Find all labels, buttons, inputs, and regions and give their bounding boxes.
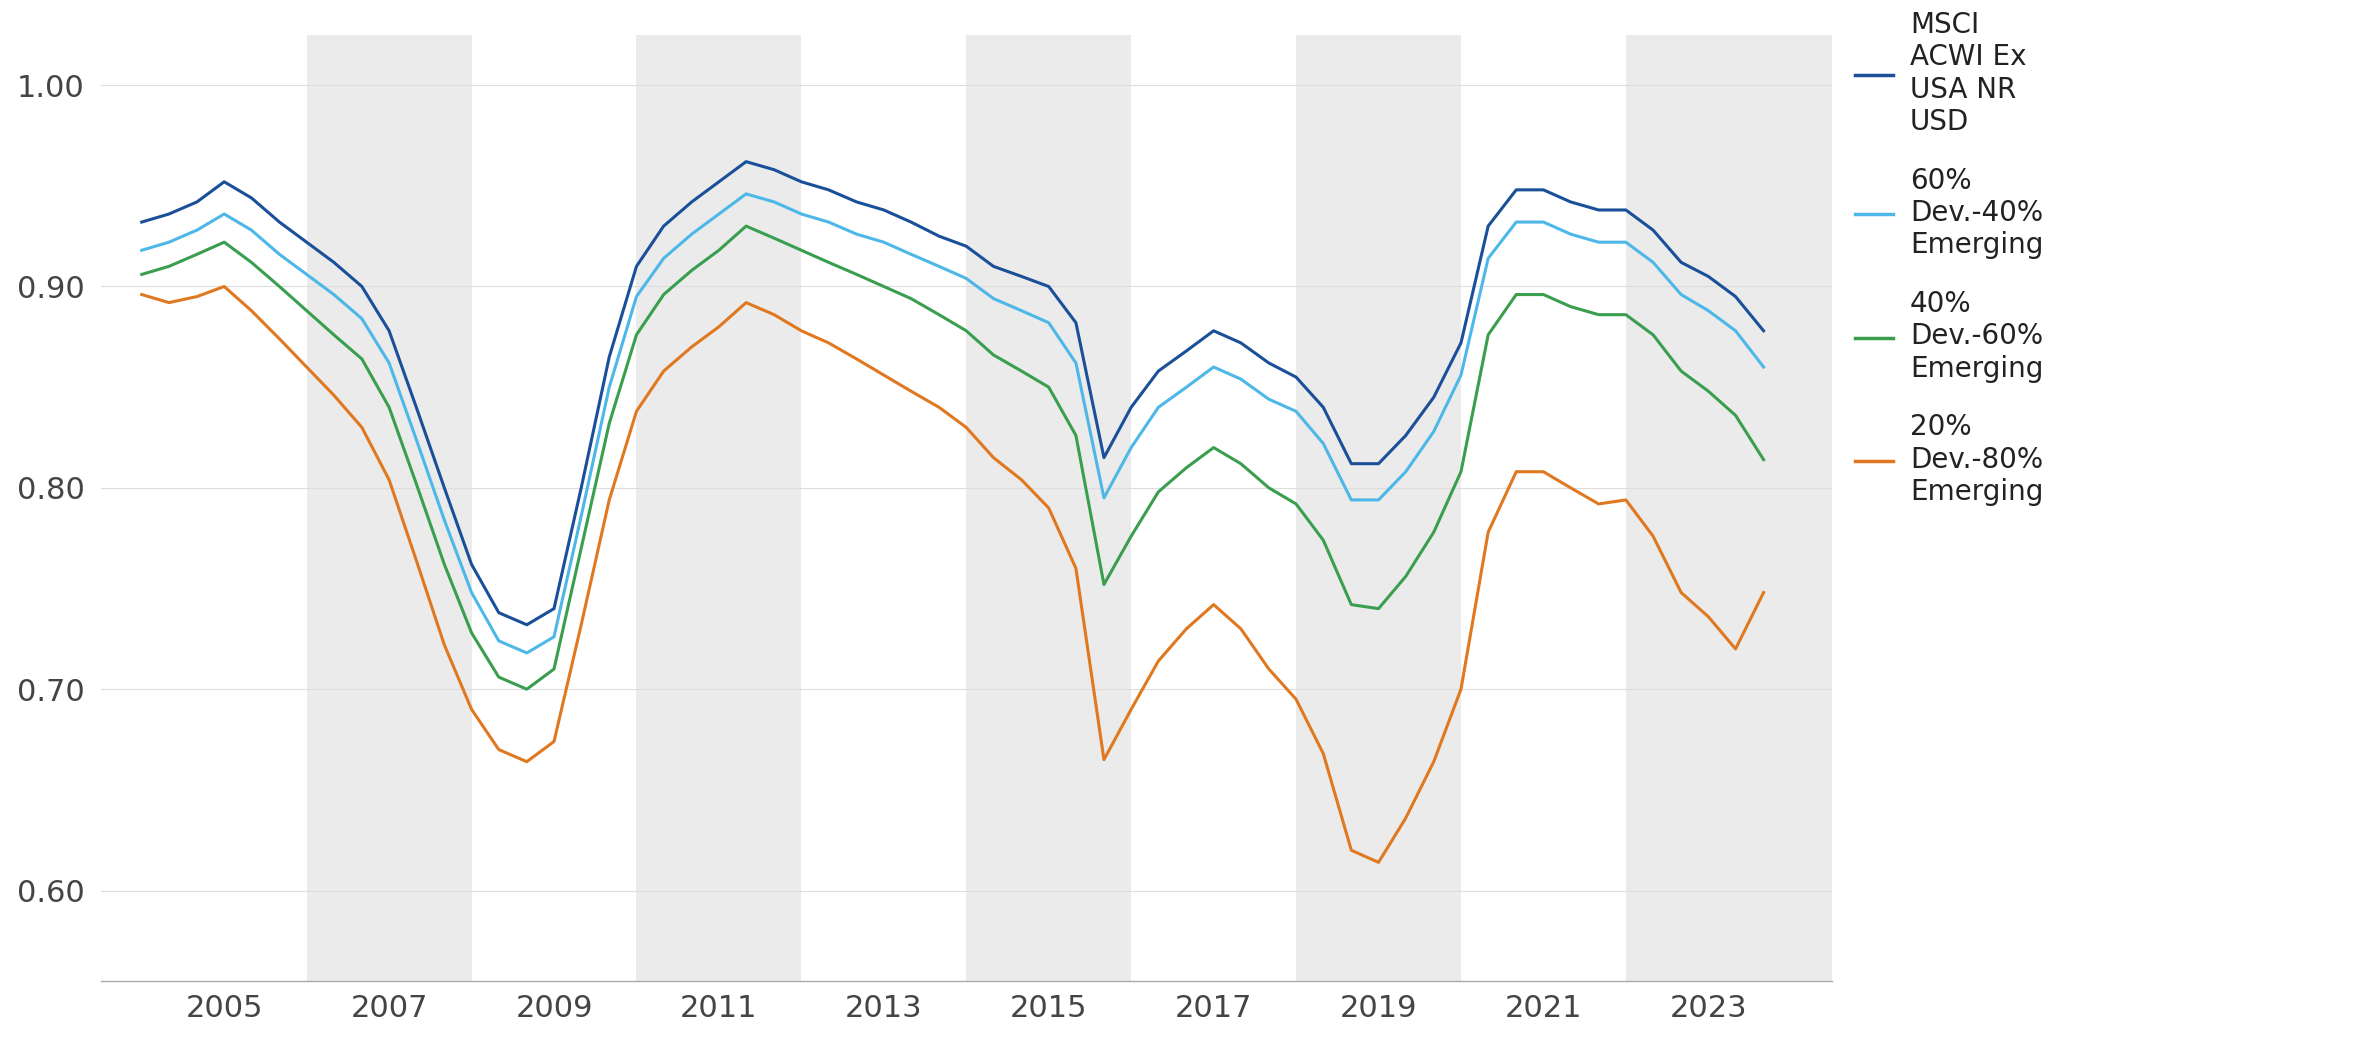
Legend: MSCI
ACWI Ex
USA NR
USD, 60%
Dev.-40%
Emerging, 40%
Dev.-60%
Emerging, 20%
Dev.-: MSCI ACWI Ex USA NR USD, 60% Dev.-40% Em…	[1853, 10, 2044, 506]
Bar	[966, 34, 1130, 981]
Bar	[1625, 34, 1832, 981]
Bar	[636, 34, 801, 981]
Bar	[1295, 34, 1460, 981]
Bar	[306, 34, 471, 981]
